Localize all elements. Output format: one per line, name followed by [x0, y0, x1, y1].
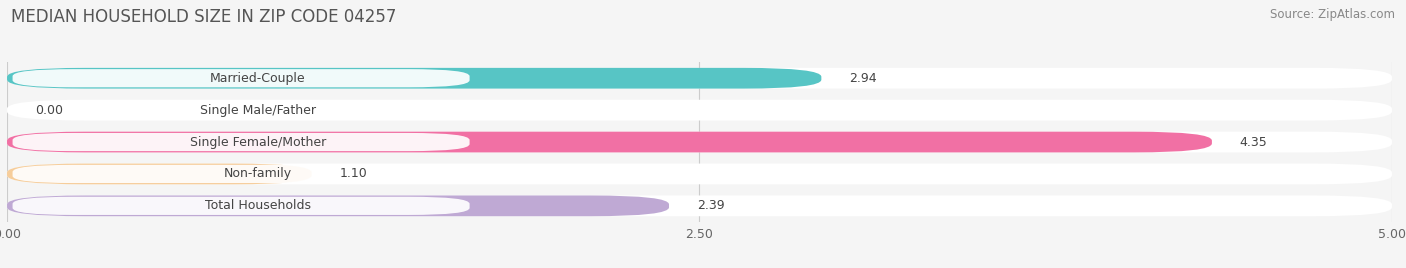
Text: 2.94: 2.94	[849, 72, 877, 85]
FancyBboxPatch shape	[13, 197, 470, 215]
FancyBboxPatch shape	[7, 132, 1212, 152]
Text: Total Households: Total Households	[205, 199, 311, 212]
FancyBboxPatch shape	[7, 68, 1392, 89]
Text: Non-family: Non-family	[224, 168, 292, 180]
Text: 0.00: 0.00	[35, 104, 63, 117]
Text: 2.39: 2.39	[697, 199, 724, 212]
Text: Single Male/Father: Single Male/Father	[200, 104, 316, 117]
Text: MEDIAN HOUSEHOLD SIZE IN ZIP CODE 04257: MEDIAN HOUSEHOLD SIZE IN ZIP CODE 04257	[11, 8, 396, 26]
Text: Single Female/Mother: Single Female/Mother	[190, 136, 326, 148]
FancyBboxPatch shape	[7, 163, 1392, 184]
FancyBboxPatch shape	[7, 100, 1392, 121]
FancyBboxPatch shape	[13, 101, 470, 119]
FancyBboxPatch shape	[7, 163, 312, 184]
FancyBboxPatch shape	[13, 165, 470, 183]
FancyBboxPatch shape	[7, 132, 1392, 152]
FancyBboxPatch shape	[13, 69, 470, 87]
Text: Source: ZipAtlas.com: Source: ZipAtlas.com	[1270, 8, 1395, 21]
FancyBboxPatch shape	[7, 68, 821, 89]
Text: 4.35: 4.35	[1240, 136, 1267, 148]
Text: Married-Couple: Married-Couple	[209, 72, 305, 85]
FancyBboxPatch shape	[7, 195, 669, 216]
FancyBboxPatch shape	[13, 133, 470, 151]
FancyBboxPatch shape	[7, 195, 1392, 216]
Text: 1.10: 1.10	[339, 168, 367, 180]
